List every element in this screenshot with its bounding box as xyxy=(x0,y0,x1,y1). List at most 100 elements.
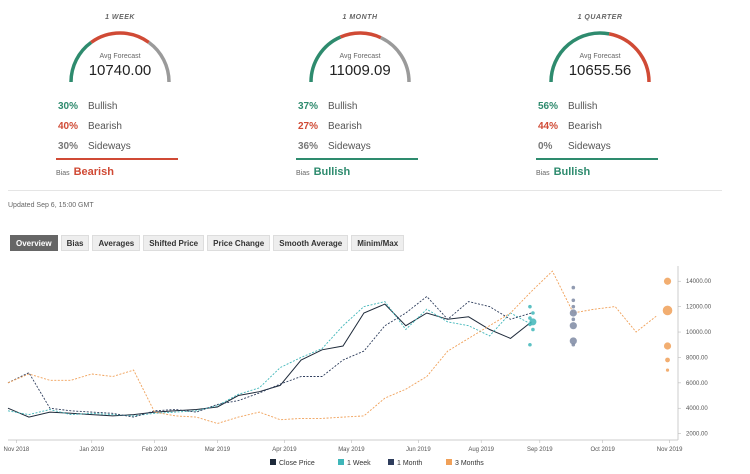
bullish-stat: 30% Bullish xyxy=(58,101,117,112)
tab-shifted-price[interactable]: Shifted Price xyxy=(143,235,205,251)
x-tick-label: May 2019 xyxy=(338,447,365,453)
sentiment-gauge xyxy=(69,31,171,83)
x-tick-label: Mar 2019 xyxy=(205,447,231,453)
bullish-label: Bullish xyxy=(88,101,118,112)
forecast-dot-one-week xyxy=(528,304,532,309)
forecast-dot-one-week xyxy=(528,316,532,320)
legend-label-one-week: 1 Week xyxy=(347,460,371,467)
tab-smooth-average[interactable]: Smooth Average xyxy=(273,235,349,251)
avg-forecast-value: 10740.00 xyxy=(88,62,152,79)
series-line-one-week xyxy=(7,301,532,417)
x-tick-label: Apr 2019 xyxy=(272,447,297,453)
bias-value: Bullish xyxy=(313,166,351,178)
forecast-dot-three-months xyxy=(665,357,670,363)
sideways-stat: 30% Sideways xyxy=(58,141,131,152)
sideways-arc xyxy=(147,40,171,83)
section-divider xyxy=(8,190,722,191)
sideways-stat: 36% Sideways xyxy=(298,141,371,152)
bullish-percent: 30% xyxy=(58,101,79,112)
bias-row: Bias Bearish xyxy=(56,166,114,178)
bearish-stat: 27% Bearish xyxy=(298,121,362,132)
forecast-dot-three-months xyxy=(665,368,670,372)
legend-swatch-one-month xyxy=(388,459,394,465)
forecast-dot-one-month xyxy=(569,322,577,330)
bias-label: Bias xyxy=(296,170,310,177)
x-tick-label: Nov 2019 xyxy=(657,447,683,453)
forecast-dot-one-month xyxy=(571,285,576,290)
bearish-percent: 44% xyxy=(538,121,559,132)
y-tick-label: 10000.00 xyxy=(686,330,712,336)
bearish-percent: 27% xyxy=(298,121,319,132)
forecast-dot-three-months xyxy=(663,342,672,350)
tab-overview[interactable]: Overview xyxy=(10,235,58,251)
forecast-dot-one-week xyxy=(529,318,537,326)
avg-forecast-value: 10655.56 xyxy=(568,62,632,79)
bearish-label: Bearish xyxy=(328,121,362,132)
series-line-close xyxy=(7,303,532,418)
sideways-percent: 30% xyxy=(58,141,79,152)
bias-divider xyxy=(56,158,178,160)
bullish-arc xyxy=(69,40,93,83)
bias-row: Bias Bullish xyxy=(296,166,350,178)
y-tick-label: 6000.00 xyxy=(686,381,708,387)
gauge-title: 1 WEEK xyxy=(105,14,135,21)
bullish-stat: 37% Bullish xyxy=(298,101,357,112)
forecast-dot-one-month xyxy=(571,317,576,322)
gauge-caption: Avg Forecast xyxy=(579,53,621,60)
forecast-dot-one-week xyxy=(531,327,535,332)
sentiment-gauge xyxy=(549,31,651,83)
x-tick-label: Oct 2019 xyxy=(590,447,615,453)
tab-price-change[interactable]: Price Change xyxy=(207,235,271,251)
y-tick-label: 12000.00 xyxy=(686,305,712,311)
sideways-arc xyxy=(380,36,411,83)
legend-swatch-one-week xyxy=(338,459,344,465)
x-tick-label: Aug 2019 xyxy=(468,447,494,453)
bearish-percent: 40% xyxy=(58,121,79,132)
forecast-chart: 2000.00 4000.00 6000.00 8000.00 10000.00 1200… xyxy=(4,266,712,467)
sideways-label: Sideways xyxy=(88,141,131,152)
bearish-stat: 44% Bearish xyxy=(538,121,602,132)
sideways-label: Sideways xyxy=(568,141,611,152)
forecast-dot-one-week xyxy=(528,342,532,347)
chart-tabs: Overview Bias Averages Shifted Price Price C… xyxy=(10,235,405,251)
sideways-stat: 0% Sideways xyxy=(538,141,611,152)
gauge-title: 1 QUARTER xyxy=(577,14,623,21)
forecast-dot-one-month xyxy=(569,309,577,317)
bearish-arc xyxy=(90,31,150,44)
bullish-arc xyxy=(309,35,342,83)
bullish-percent: 37% xyxy=(298,101,319,112)
bias-value: Bearish xyxy=(73,166,114,178)
tab-averages[interactable]: Averages xyxy=(92,235,141,251)
y-tick-label: 8000.00 xyxy=(686,355,708,361)
x-tick-label: Sep 2019 xyxy=(527,447,553,453)
x-tick-label: Nov 2018 xyxy=(4,447,30,453)
gauge-caption: Avg Forecast xyxy=(99,53,141,60)
legend-label-close: Close Price xyxy=(279,460,315,467)
sideways-percent: 0% xyxy=(538,141,553,152)
y-tick-label: 2000.00 xyxy=(686,432,708,438)
bias-label: Bias xyxy=(536,170,550,177)
forecast-dot-three-months xyxy=(662,305,673,316)
forecast-dot-one-month xyxy=(571,298,576,303)
forecast-dot-one-month xyxy=(571,304,576,309)
tab-bias[interactable]: Bias xyxy=(60,235,90,251)
bias-label: Bias xyxy=(56,170,70,177)
legend-label-three-months: 3 Months xyxy=(455,460,484,467)
x-tick-label: Jan 2019 xyxy=(79,447,104,453)
bias-divider xyxy=(536,158,658,160)
x-tick-label: Feb 2019 xyxy=(142,447,168,453)
tab-minim-max[interactable]: Minim/Max xyxy=(351,235,405,251)
y-tick-label: 14000.00 xyxy=(686,279,712,285)
forecast-panel-3: 1 QUARTER Avg Forecast 10655.56 56% Bulli… xyxy=(480,0,720,190)
bearish-label: Bearish xyxy=(568,121,602,132)
bullish-percent: 56% xyxy=(538,101,559,112)
forecast-panel-2: 1 MONTH Avg Forecast 11009.09 37% Bullish… xyxy=(240,0,480,190)
forecast-dot-one-week xyxy=(531,311,535,315)
bearish-label: Bearish xyxy=(88,121,122,132)
bullish-arc xyxy=(549,31,610,83)
forecast-panel-1: 1 WEEK Avg Forecast 10740.00 30% Bullish … xyxy=(0,0,240,190)
bias-divider xyxy=(296,158,418,160)
bearish-arc xyxy=(608,32,651,83)
forecast-dot-one-month xyxy=(569,337,577,345)
sentiment-gauge xyxy=(309,31,411,83)
